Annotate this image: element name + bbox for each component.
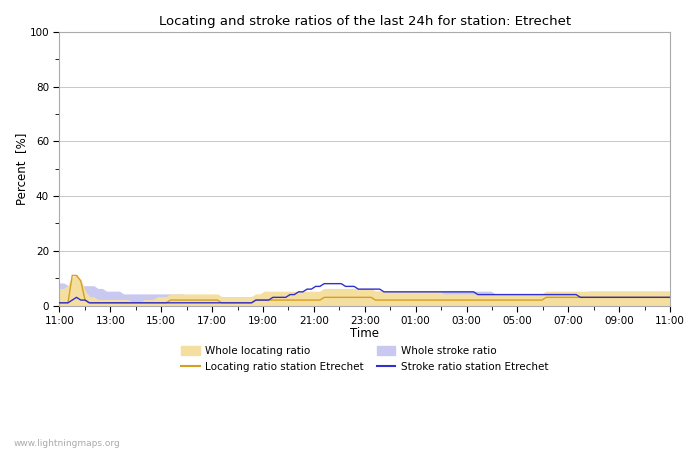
X-axis label: Time: Time xyxy=(350,327,379,340)
Legend: Whole locating ratio, Locating ratio station Etrechet, Whole stroke ratio, Strok: Whole locating ratio, Locating ratio sta… xyxy=(181,346,548,372)
Title: Locating and stroke ratios of the last 24h for station: Etrechet: Locating and stroke ratios of the last 2… xyxy=(159,15,570,28)
Y-axis label: Percent  [%]: Percent [%] xyxy=(15,133,28,205)
Text: www.lightningmaps.org: www.lightningmaps.org xyxy=(14,439,120,448)
